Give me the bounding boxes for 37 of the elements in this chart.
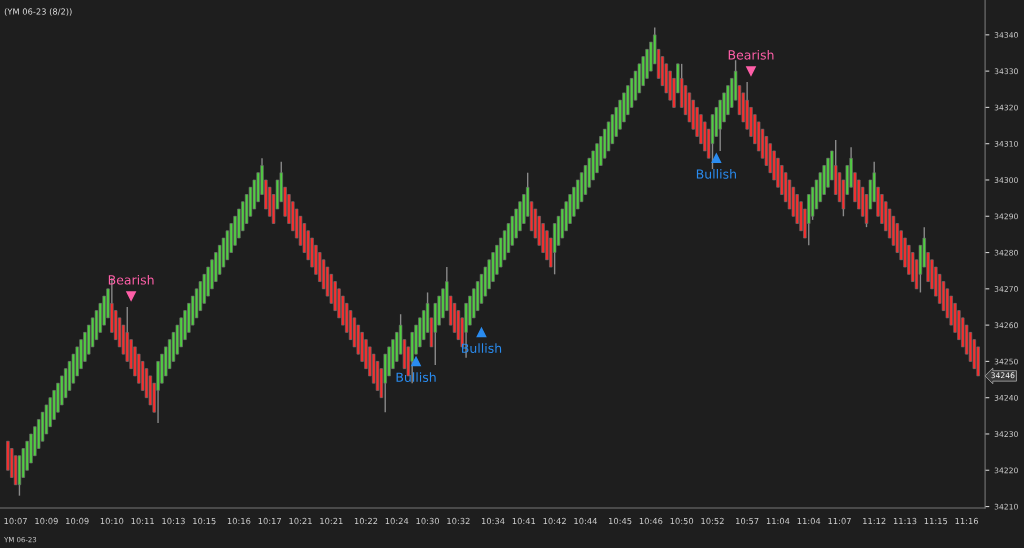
x-tick-label: 10:44 bbox=[574, 517, 597, 525]
x-tick-label: 10:41 bbox=[512, 517, 536, 525]
x-tick-label: 10:09 bbox=[66, 517, 89, 525]
x-tick-label: 10:52 bbox=[701, 517, 724, 525]
x-tick-label: 11:12 bbox=[863, 517, 886, 525]
annotation: Bullish bbox=[462, 343, 502, 353]
x-tick-label: 11:13 bbox=[893, 517, 917, 525]
x-tick-label: 10:34 bbox=[481, 517, 505, 525]
x-tick-label: 10:17 bbox=[258, 517, 282, 525]
x-tick-label: 11:15 bbox=[924, 517, 948, 525]
x-tick-label: 10:10 bbox=[100, 517, 124, 525]
annotation: Bullish bbox=[396, 372, 436, 382]
x-tick-label: 11:16 bbox=[955, 517, 979, 525]
x-tick-label: 11:04 bbox=[797, 517, 821, 525]
x-tick-label: 10:22 bbox=[354, 517, 378, 525]
x-tick-label: 10:07 bbox=[4, 517, 27, 525]
x-tick-label: 10:30 bbox=[416, 517, 440, 525]
x-tick-label: 10:16 bbox=[227, 517, 251, 525]
annotation: Bearish bbox=[728, 49, 774, 60]
x-tick-label: 10:46 bbox=[639, 517, 663, 525]
x-tick-label: 10:11 bbox=[131, 517, 154, 525]
annotation: Bullish bbox=[696, 169, 736, 179]
x-tick-label: 10:57 bbox=[736, 517, 759, 525]
text: (YM 06-23 (8/2)) bbox=[4, 8, 72, 16]
x-tick-label: 10:32 bbox=[447, 517, 470, 525]
x-tick-label: 10:13 bbox=[162, 517, 185, 525]
annotation: Bearish bbox=[108, 274, 154, 285]
x-tick-label: 10:24 bbox=[385, 517, 409, 525]
x-tick-label: 10:15 bbox=[193, 517, 216, 525]
x-tick-label: 10:50 bbox=[670, 517, 694, 525]
x-tick-label: 10:21 bbox=[289, 517, 312, 525]
x-tick-label: 10:21 bbox=[320, 517, 343, 525]
x-tick-label: 10:09 bbox=[35, 517, 58, 525]
x-tick-label: 11:04 bbox=[766, 517, 790, 525]
x-tick-label: 11:07 bbox=[828, 517, 851, 525]
x-tick-label: 10:42 bbox=[543, 517, 566, 525]
x-tick-label: 10:45 bbox=[608, 517, 632, 525]
